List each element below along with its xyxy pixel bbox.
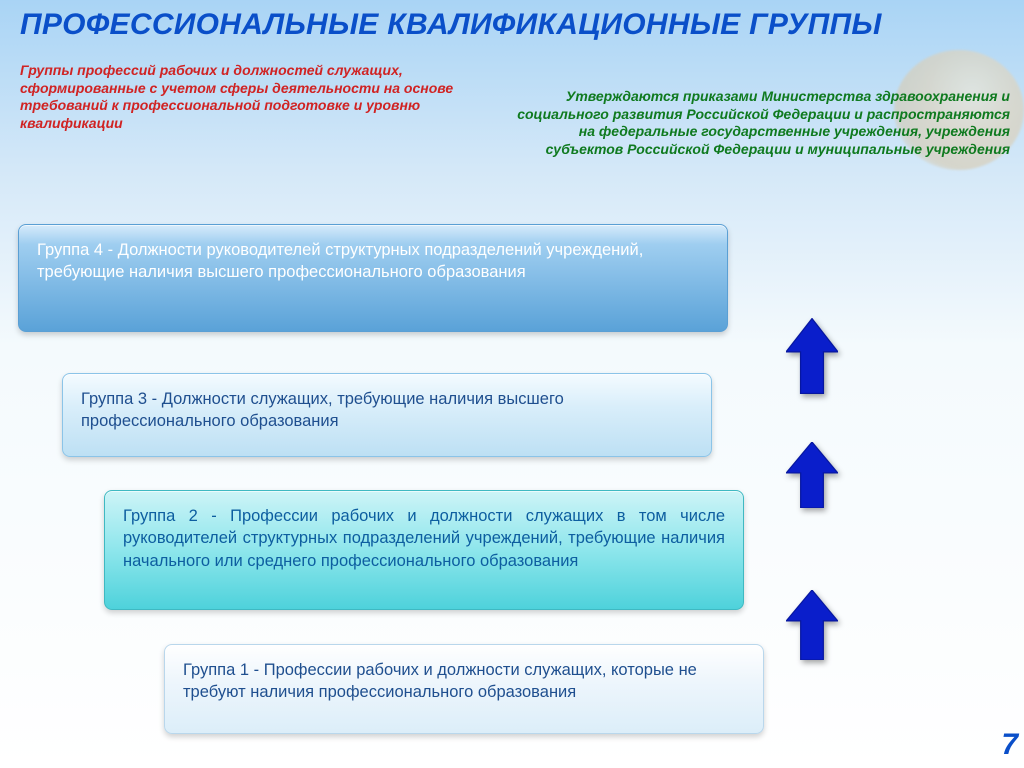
- group-4-box: Группа 4 - Должности руководителей струк…: [18, 224, 728, 332]
- page-title: ПРОФЕССИОНАЛЬНЫЕ КВАЛИФИКАЦИОННЫЕ ГРУППЫ: [20, 8, 882, 42]
- intro-right-text: Утверждаются приказами Министерства здра…: [500, 88, 1010, 158]
- arrow-up-icon: [786, 318, 838, 394]
- group-1-box: Группа 1 - Профессии рабочих и должности…: [164, 644, 764, 734]
- arrow-path: [786, 590, 837, 660]
- group-3-box: Группа 3 - Должности служащих, требующие…: [62, 373, 712, 457]
- group-2-text: Группа 2 - Профессии рабочих и должности…: [123, 507, 725, 570]
- arrow-up-icon: [786, 442, 838, 508]
- group-1-text: Группа 1 - Профессии рабочих и должности…: [183, 661, 697, 701]
- group-2-box: Группа 2 - Профессии рабочих и должности…: [104, 490, 744, 610]
- group-4-text: Группа 4 - Должности руководителей струк…: [37, 241, 643, 281]
- arrow-up-icon: [786, 590, 838, 660]
- arrow-path: [786, 442, 838, 508]
- group-3-text: Группа 3 - Должности служащих, требующие…: [81, 390, 564, 430]
- arrow-path: [786, 319, 838, 394]
- intro-left-text: Группы профессий рабочих и должностей сл…: [20, 62, 490, 132]
- page-number: 7: [1001, 728, 1018, 762]
